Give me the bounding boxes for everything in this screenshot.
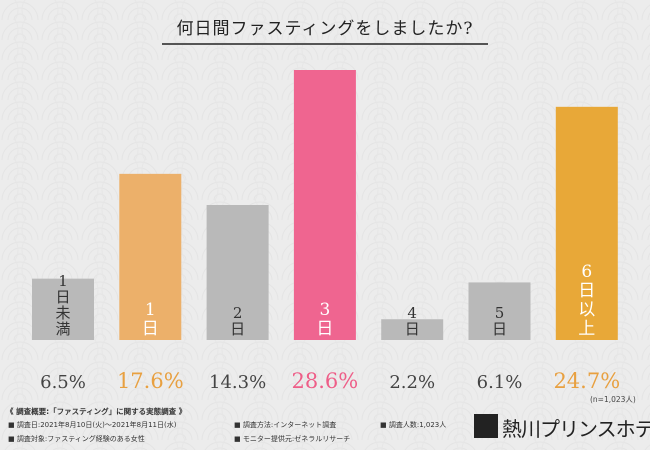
sample-size-note: (n=1,023人) xyxy=(590,395,636,404)
value-label-1: 6.5% xyxy=(40,372,86,393)
value-label-4: 28.6% xyxy=(292,369,359,393)
logo-mark-icon xyxy=(474,414,498,438)
bar-4 xyxy=(293,70,356,340)
value-label-5: 2.2% xyxy=(389,372,435,393)
bar-7 xyxy=(555,106,618,341)
bar-5 xyxy=(381,319,444,340)
hotel-logo: 熱川プリンスホテル xyxy=(474,412,650,442)
logo-text: 熱川プリンスホテル xyxy=(502,417,650,441)
category-label-1: 1 日未満 xyxy=(55,272,70,338)
value-label-6: 6.1% xyxy=(477,372,523,393)
bar-6 xyxy=(468,282,531,340)
survey-provider: ■ モニター提供元:ゼネラルリサーチ xyxy=(234,435,351,443)
value-label-2: 17.6% xyxy=(117,369,184,393)
bar-3 xyxy=(206,205,269,340)
survey-footer: 《 調査概要:「ファスティング」に関する実態調査 》 ■ 調査日:2021年8月… xyxy=(0,404,650,450)
bar-1 xyxy=(32,278,94,340)
survey-method: ■ 調査方法:インターネット調査 xyxy=(234,421,337,429)
survey-heading: 《 調査概要:「ファスティング」に関する実態調査 》 xyxy=(6,407,187,416)
survey-count: ■ 調査人数:1,023人 xyxy=(380,421,447,429)
chart-title: 何日間ファスティングをしましたか? xyxy=(162,14,488,45)
category-label-7: 6 日以上 xyxy=(578,262,595,339)
value-label-3: 14.3% xyxy=(209,372,266,393)
bar-2 xyxy=(119,173,182,340)
value-label-7: 24.7% xyxy=(553,369,620,393)
survey-date: ■ 調査日:2021年8月10日(火)〜2021年8月11日(水) xyxy=(8,421,177,429)
survey-target: ■ 調査対象:ファスティング経験のある女性 xyxy=(8,435,145,443)
